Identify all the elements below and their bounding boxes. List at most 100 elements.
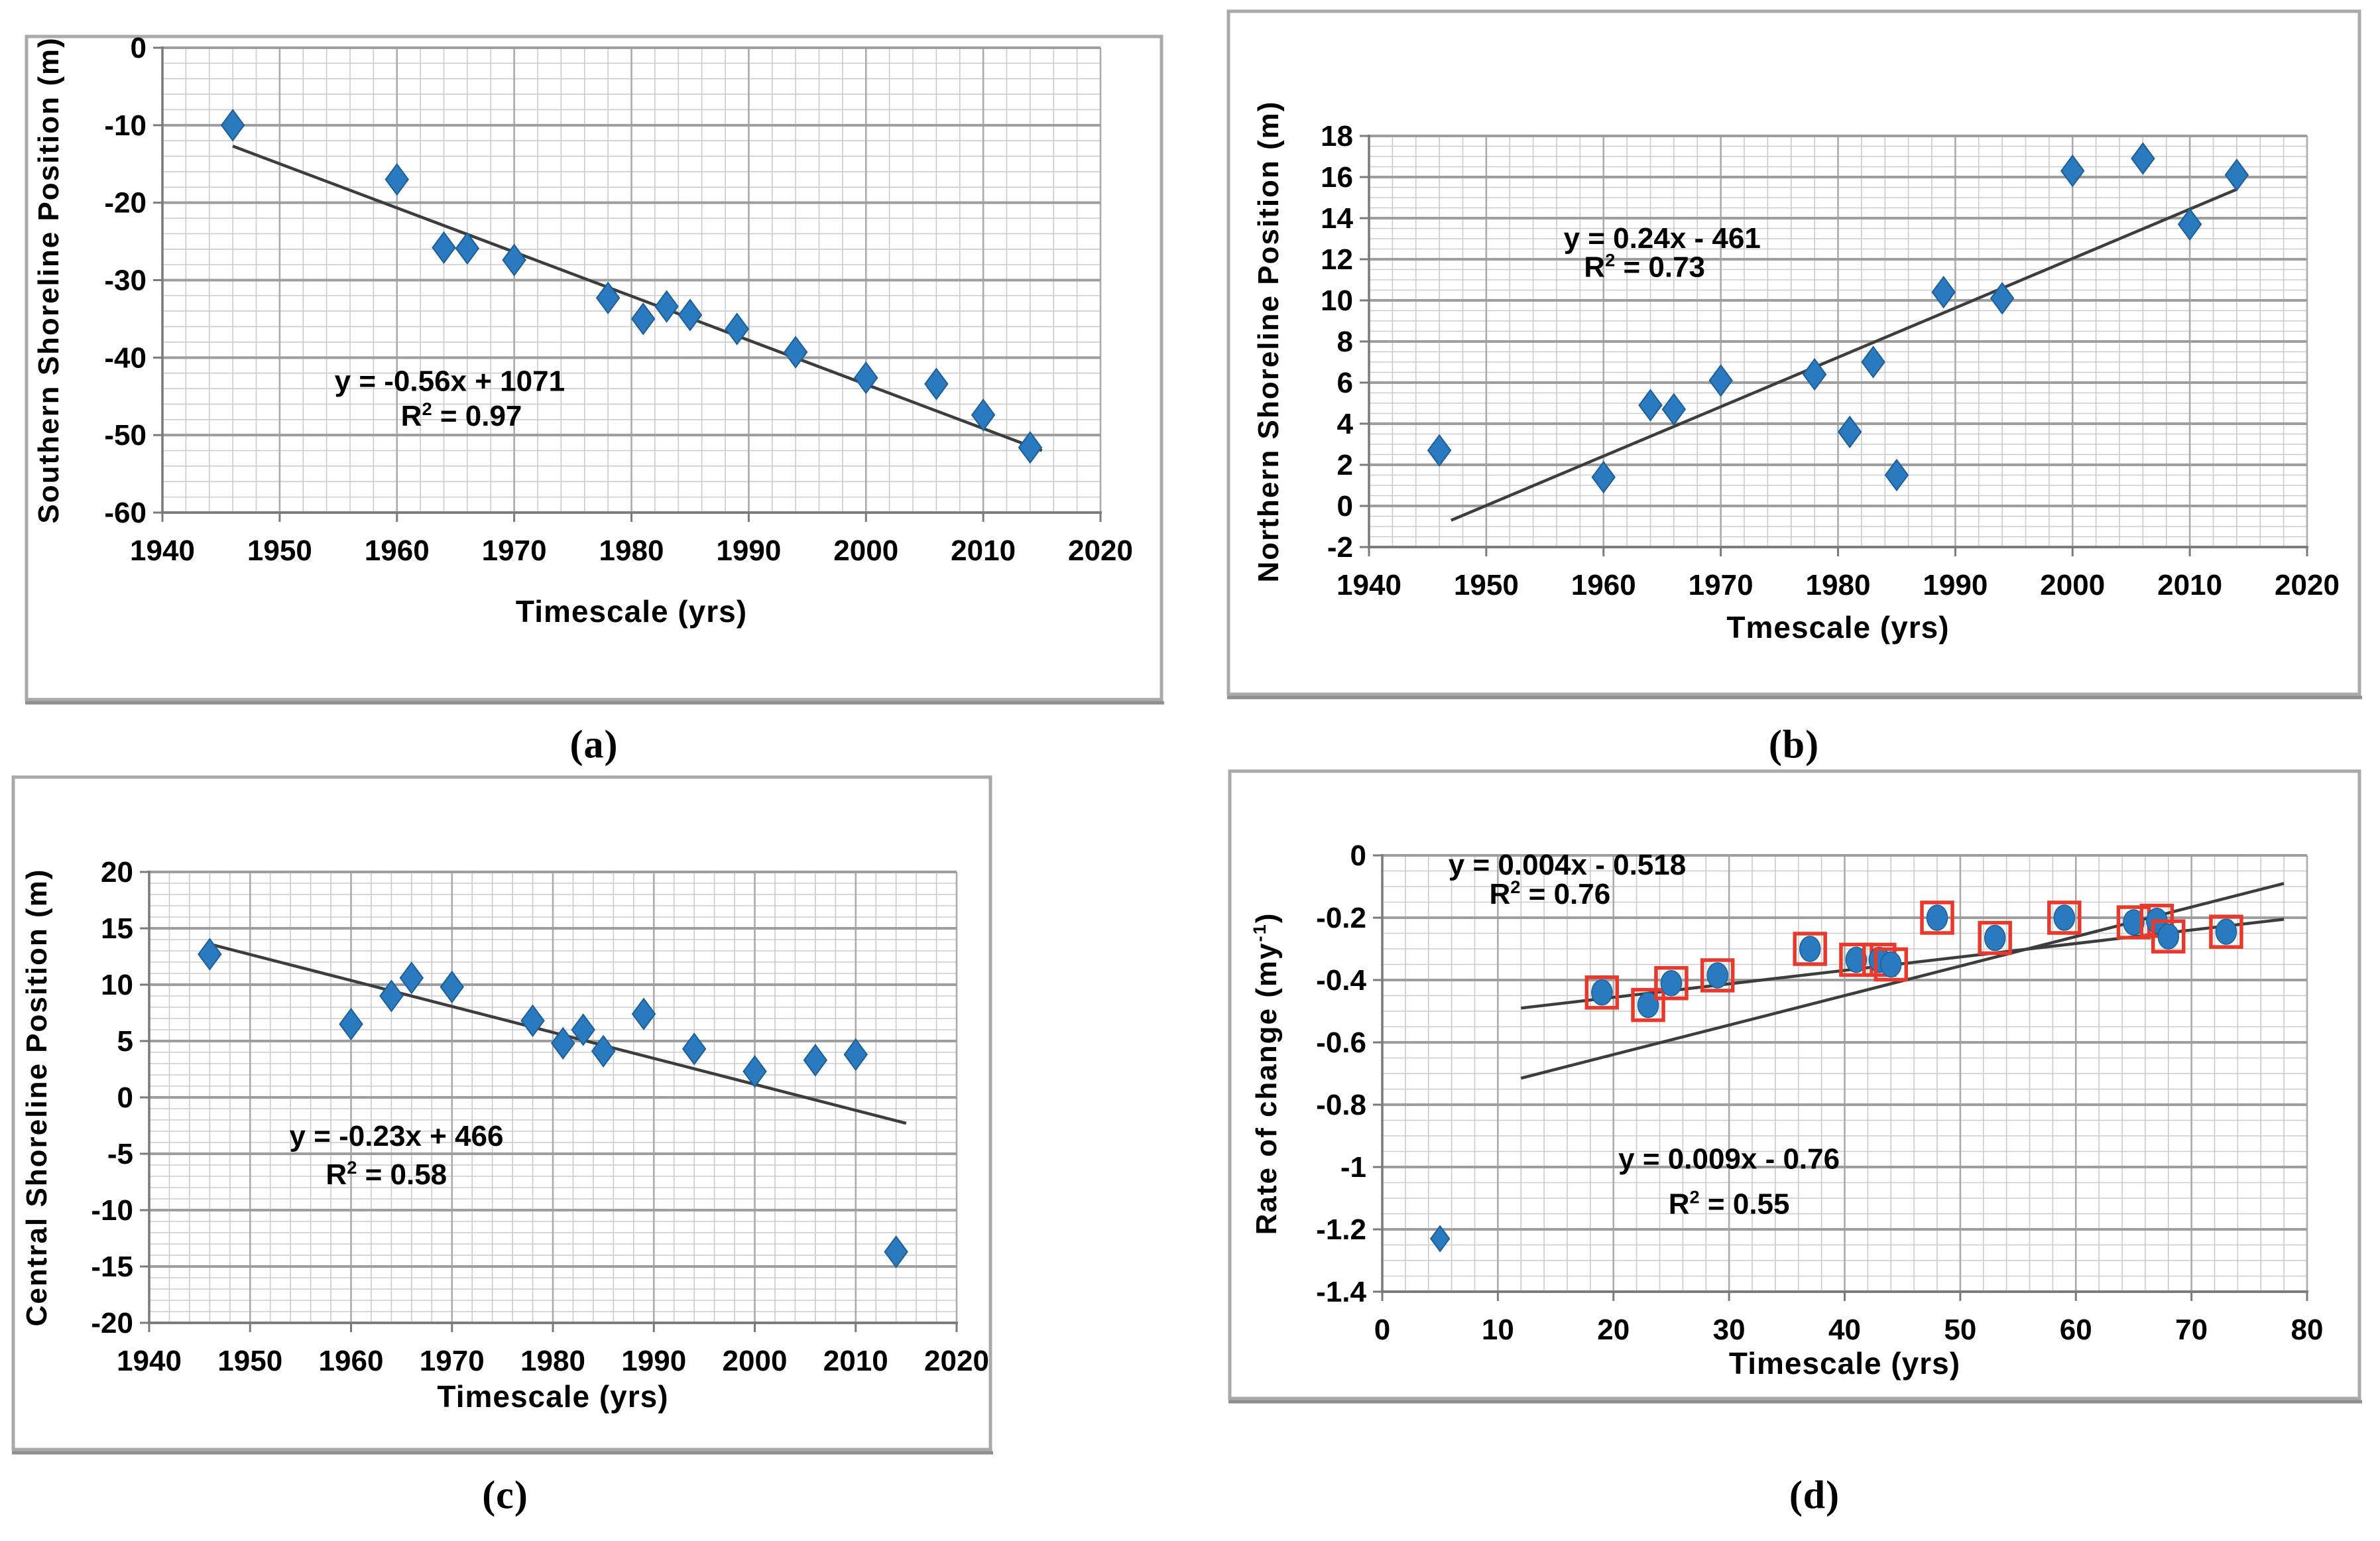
caption-c: (c) — [482, 1473, 528, 1517]
data-points-central shoreline — [198, 938, 908, 1268]
y-tick-label: 16 — [1321, 161, 1353, 194]
panel-border — [11, 775, 992, 1451]
data-point — [631, 997, 656, 1030]
y-tick-label: 20 — [101, 856, 133, 889]
y-tick-label: 8 — [1337, 326, 1353, 358]
point-box — [1920, 900, 1954, 935]
point-box — [2209, 914, 2243, 949]
data-point — [1861, 345, 1885, 379]
equation-label: y = 0.004x - 0.518 — [1449, 849, 1686, 881]
data-point — [339, 1007, 363, 1041]
trendlines — [232, 145, 1043, 452]
data-point — [1591, 979, 1613, 1006]
y-tick-label: -0.4 — [1316, 964, 1366, 997]
data-point — [2053, 904, 2076, 931]
x-tick-label: 2010 — [951, 534, 1016, 567]
data-point — [1661, 393, 1687, 426]
data-point — [220, 109, 245, 142]
x-tick-label: 50 — [1944, 1314, 1976, 1346]
caption-b: (b) — [1768, 722, 1820, 767]
data-point — [591, 1034, 616, 1068]
data-point — [2177, 208, 2202, 241]
data-point — [1591, 460, 1616, 494]
x-tick-label: 2010 — [823, 1345, 888, 1377]
x-tick-label: 2000 — [723, 1345, 788, 1377]
data-point — [678, 298, 703, 332]
data-points-northern shoreline — [1427, 142, 2249, 494]
x-axis-title: Tmescale (yrs) — [1726, 610, 1949, 645]
panel-b: 1940 1950 1960 1970 1980 1990 2000 2010 2020 -2 0 2… — [1226, 9, 2362, 700]
x-tick-label: 1980 — [1806, 569, 1871, 601]
data-point — [654, 290, 679, 323]
point-box — [1793, 932, 1827, 966]
y-tick-label: 0 — [1337, 490, 1353, 523]
tick-labels: 1940 1950 1960 1970 1980 1990 2000 2010 2020 -60 -… — [104, 32, 1133, 567]
x-tick-label: 30 — [1713, 1314, 1746, 1346]
x-tick-label: 0 — [1374, 1314, 1390, 1346]
y-tick-label: -50 — [104, 419, 147, 452]
x-tick-label: 2020 — [1068, 534, 1133, 567]
data-point — [2131, 142, 2155, 175]
y-axis-title: Southern Shoreline Position (m) — [32, 36, 65, 523]
y-tick-label: 2 — [1337, 449, 1353, 481]
equation-label: R2 = 0.58 — [326, 1157, 447, 1191]
data-point — [1931, 275, 1956, 309]
data-point — [2224, 158, 2249, 192]
x-tick-label: 70 — [2175, 1314, 2208, 1346]
x-tick-label: 2010 — [2157, 569, 2222, 601]
equation-label: R2 = 0.55 — [1669, 1187, 1790, 1221]
data-point — [1706, 962, 1728, 989]
data-point — [854, 361, 878, 395]
point-box — [1584, 975, 1620, 1010]
point-box — [1654, 965, 1689, 1001]
equation-labels: y = -0.23x + 466 R2 = 0.58 — [290, 1120, 504, 1191]
data-point — [1880, 951, 1902, 978]
tick-labels: 0 10 20 30 40 50 60 70 80 -1.4 -1.2 -1 -0.8 -0.6 -0.4 -… — [1316, 839, 2323, 1346]
data-points-southern shoreline — [220, 109, 1043, 464]
x-tick-label: 40 — [1828, 1314, 1861, 1346]
equation-label: y = -0.56x + 1071 — [335, 365, 565, 398]
tick-labels: 1940 1950 1960 1970 1980 1990 2000 2010 2020-20-… — [91, 856, 989, 1377]
axes — [153, 46, 1102, 522]
axes — [140, 871, 958, 1332]
x-tick-label: 2000 — [2040, 569, 2105, 601]
caption-a: (a) — [569, 722, 619, 767]
panel-border — [25, 34, 1163, 702]
y-tick-label: 5 — [117, 1025, 133, 1058]
grid-major — [161, 46, 1102, 514]
x-tick-label: 10 — [1482, 1314, 1514, 1346]
x-axis-title: Timescale (yrs) — [437, 1379, 668, 1414]
equation-label: y = 0.24x - 461 — [1564, 222, 1761, 255]
x-tick-label: 2020 — [2275, 569, 2340, 601]
x-tick-label: 1990 — [621, 1345, 686, 1377]
data-point — [502, 243, 526, 277]
x-axis-title: Timescale (yrs) — [516, 594, 747, 629]
x-tick-label: 2000 — [833, 534, 898, 567]
y-tick-label: -0.2 — [1316, 902, 1366, 934]
data-point — [682, 1032, 707, 1066]
point-box — [2151, 919, 2186, 954]
y-tick-label: -40 — [104, 341, 147, 374]
data-point — [379, 979, 404, 1013]
data-point — [1018, 431, 1043, 464]
y-tick-label: -5 — [107, 1138, 133, 1170]
y-tick-label: -30 — [104, 265, 147, 297]
data-point — [1845, 946, 1868, 973]
x-tick-label: 1940 — [1337, 569, 1401, 601]
equation-label: R2 = 0.97 — [401, 399, 522, 432]
point-box — [1978, 920, 2012, 955]
y-tick-label: -60 — [104, 497, 147, 529]
data-point — [1708, 364, 1733, 397]
data-point — [843, 1038, 868, 1072]
equation-label: y = 0.009x - 0.76 — [1618, 1142, 1840, 1175]
x-tick-label: 1960 — [319, 1345, 384, 1377]
data-point — [432, 231, 456, 265]
panel-a: 1940 1950 1960 1970 1980 1990 2000 2010 2020 -60 -… — [25, 32, 1164, 705]
x-tick-label: 1980 — [520, 1345, 585, 1377]
y-axis-title: Rate of change (my-1) — [1249, 912, 1283, 1235]
x-tick-label: 1990 — [1923, 569, 1988, 601]
data-point — [1660, 969, 1683, 997]
x-tick-label: 1960 — [1571, 569, 1636, 601]
